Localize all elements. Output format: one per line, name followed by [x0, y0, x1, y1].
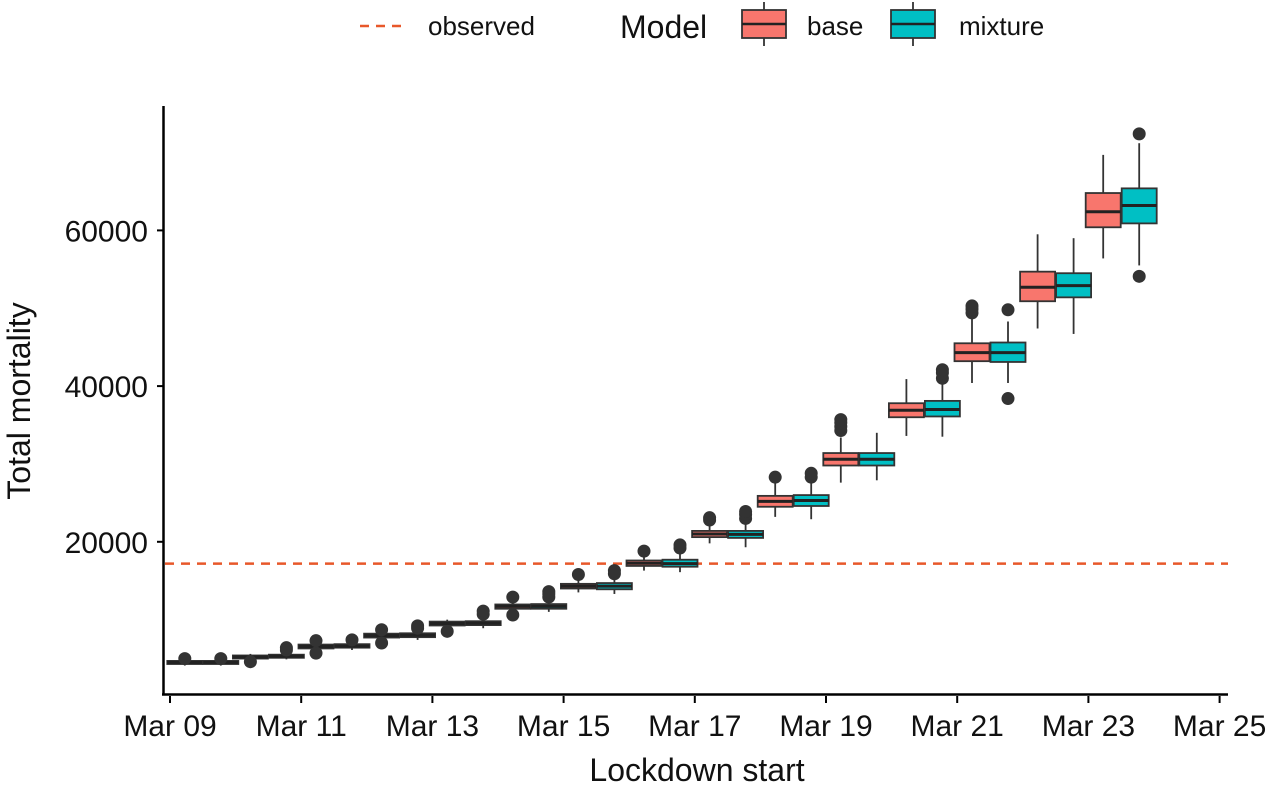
mixture-box — [924, 363, 961, 437]
mixture-box — [333, 633, 371, 651]
outlier-point — [309, 634, 323, 648]
base-box — [1019, 234, 1056, 329]
x-tick-label: Mar 15 — [517, 710, 610, 743]
mixture-box — [858, 432, 896, 481]
legend-mixture-key — [890, 2, 936, 46]
x-tick-label: Mar 17 — [648, 710, 741, 743]
base-box — [494, 590, 532, 622]
outlier-point — [804, 466, 818, 480]
mixture-box — [267, 641, 305, 660]
mixture-box — [989, 303, 1027, 406]
mixture-box — [792, 466, 830, 520]
mixture-box — [464, 604, 502, 629]
y-tick-label: 60000 — [65, 215, 148, 248]
outlier-point — [1001, 303, 1015, 317]
x-axis-title: Lockdown start — [589, 752, 804, 786]
mixture-box — [202, 652, 240, 666]
base-box — [625, 544, 663, 571]
outlier-point — [1001, 392, 1015, 406]
outlier-point — [703, 511, 717, 525]
outlier-point — [476, 604, 490, 618]
base-box — [560, 567, 597, 593]
outlier-point — [834, 413, 848, 427]
outlier-point — [279, 641, 293, 655]
legend: observed Model base mixture — [360, 2, 1044, 46]
outlier-point — [607, 564, 621, 578]
outlier-point — [673, 538, 687, 552]
outlier-point — [1132, 127, 1146, 141]
mixture-box — [727, 504, 764, 548]
legend-observed-label: observed — [428, 11, 535, 41]
legend-mixture-label: mixture — [959, 11, 1044, 41]
outlier-point — [411, 619, 425, 633]
base-box — [822, 413, 860, 483]
y-tick-label: 40000 — [65, 371, 148, 404]
outlier-point — [637, 544, 651, 558]
outlier-point — [178, 652, 192, 666]
x-tick-label: Mar 25 — [1173, 710, 1266, 743]
mixture-box — [399, 619, 437, 640]
base-box — [1084, 154, 1122, 259]
outlier-point — [571, 567, 585, 581]
y-tick-label: 20000 — [65, 527, 148, 560]
x-tick-label: Mar 23 — [1042, 710, 1135, 743]
outlier-point — [1132, 269, 1146, 283]
outlier-point — [243, 655, 257, 669]
x-ticks: Mar 09 Mar 11 Mar 13 Mar 15 Mar 17 Mar 19 Mar … — [123, 696, 1266, 743]
mixture-box — [530, 585, 568, 612]
outlier-point — [375, 623, 389, 637]
outlier-point — [506, 608, 520, 622]
base-box — [756, 470, 794, 517]
mixture-box — [1120, 127, 1158, 283]
outlier-point — [440, 624, 454, 638]
legend-base-key — [741, 2, 787, 46]
base-box — [166, 652, 204, 666]
base-box — [428, 619, 466, 638]
box-body — [1084, 192, 1122, 229]
mixture-box — [596, 564, 633, 594]
outlier-point — [214, 652, 228, 666]
x-tick-label: Mar 11 — [256, 710, 347, 743]
outlier-point — [345, 633, 359, 647]
x-tick-label: Mar 09 — [123, 710, 216, 743]
legend-title: Model — [620, 9, 707, 45]
outlier-point — [506, 590, 520, 604]
y-axis-title: Total mortality — [1, 302, 37, 499]
mixture-box — [1055, 238, 1092, 334]
outlier-point — [309, 646, 323, 660]
outlier-point — [375, 636, 389, 650]
x-tick-label: Mar 21 — [911, 710, 1004, 743]
mixture-box — [661, 538, 699, 573]
outlier-point — [739, 504, 753, 518]
y-ticks: 20000 40000 60000 — [65, 215, 163, 560]
outlier-point — [965, 299, 979, 313]
base-box — [953, 299, 991, 383]
legend-base-label: base — [807, 11, 863, 41]
x-tick-label: Mar 19 — [779, 710, 872, 743]
base-box — [691, 511, 728, 544]
x-tick-label: Mar 13 — [386, 710, 479, 743]
base-box — [297, 634, 335, 660]
outlier-point — [542, 585, 556, 599]
boxes — [166, 127, 1158, 669]
outlier-point — [768, 470, 782, 484]
base-box — [888, 379, 925, 436]
base-box — [363, 623, 401, 650]
outlier-point — [935, 363, 949, 377]
base-box — [231, 653, 269, 669]
